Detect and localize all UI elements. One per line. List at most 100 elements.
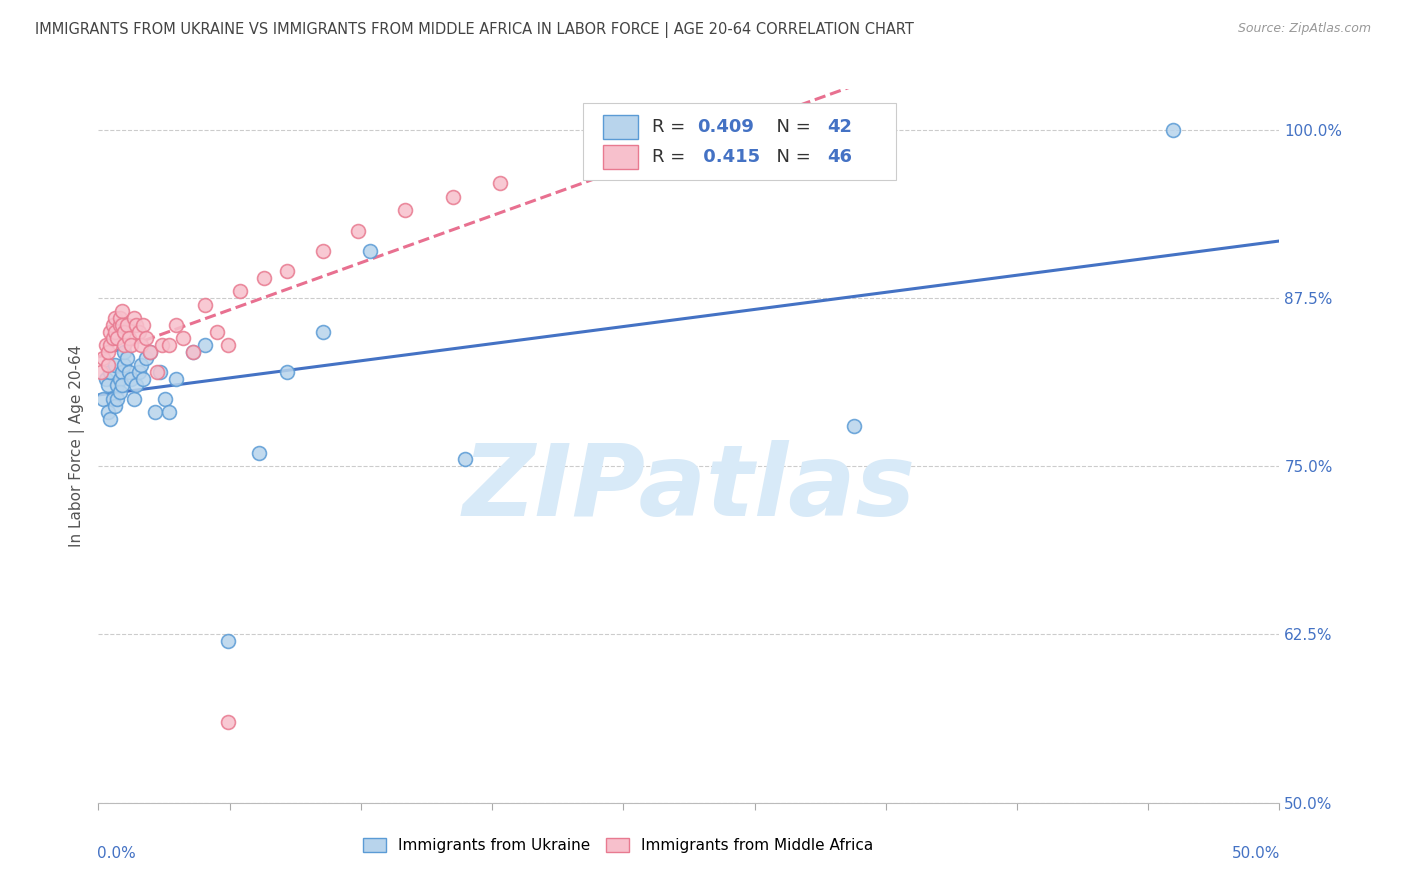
Text: IMMIGRANTS FROM UKRAINE VS IMMIGRANTS FROM MIDDLE AFRICA IN LABOR FORCE | AGE 20: IMMIGRANTS FROM UKRAINE VS IMMIGRANTS FR… — [35, 22, 914, 38]
Point — [112, 325, 135, 339]
Point — [146, 365, 169, 379]
Point — [108, 318, 131, 332]
Point — [101, 331, 124, 345]
Point — [112, 358, 135, 372]
Point — [217, 338, 239, 352]
Point — [129, 358, 152, 372]
Point — [125, 318, 148, 332]
Text: R =: R = — [652, 119, 692, 136]
FancyBboxPatch shape — [582, 103, 896, 180]
Text: Source: ZipAtlas.com: Source: ZipAtlas.com — [1237, 22, 1371, 36]
Point — [104, 325, 127, 339]
Point — [181, 344, 204, 359]
Point — [115, 351, 138, 366]
Text: N =: N = — [765, 119, 815, 136]
Point — [247, 446, 270, 460]
Point — [121, 338, 143, 352]
Point — [143, 405, 166, 419]
Text: 50.0%: 50.0% — [1232, 846, 1281, 861]
Point — [150, 338, 173, 352]
Point — [312, 325, 335, 339]
Text: 0.415: 0.415 — [697, 148, 761, 166]
Point — [1161, 122, 1184, 136]
Point — [194, 298, 217, 312]
Point — [172, 331, 194, 345]
Text: ZIPatlas: ZIPatlas — [463, 441, 915, 537]
Text: 42: 42 — [827, 119, 852, 136]
Point — [157, 338, 180, 352]
Point — [217, 714, 239, 729]
Point — [104, 311, 127, 326]
Point — [153, 392, 176, 406]
Point — [91, 392, 114, 406]
Point — [111, 365, 134, 379]
Point — [229, 284, 252, 298]
Point — [205, 325, 228, 339]
Point — [97, 358, 120, 372]
Point — [112, 344, 135, 359]
Point — [128, 365, 150, 379]
Point — [97, 405, 120, 419]
Point — [98, 365, 121, 379]
Point — [94, 372, 117, 386]
Text: 46: 46 — [827, 148, 852, 166]
Point — [97, 344, 120, 359]
Point — [104, 399, 127, 413]
Point — [129, 338, 152, 352]
Point — [108, 311, 131, 326]
Point — [149, 365, 172, 379]
Point — [118, 365, 141, 379]
Point — [453, 452, 475, 467]
Point — [312, 244, 335, 258]
Point — [98, 338, 121, 352]
Point — [105, 331, 128, 345]
Point — [132, 318, 155, 332]
Point — [91, 351, 114, 366]
Point — [217, 634, 239, 648]
Point — [139, 344, 162, 359]
Point — [98, 412, 121, 426]
Point — [347, 223, 370, 237]
FancyBboxPatch shape — [603, 145, 638, 169]
Text: 0.0%: 0.0% — [97, 846, 136, 861]
FancyBboxPatch shape — [603, 115, 638, 139]
Legend: Immigrants from Ukraine, Immigrants from Middle Africa: Immigrants from Ukraine, Immigrants from… — [357, 832, 879, 859]
Point — [181, 344, 204, 359]
Point — [108, 372, 131, 386]
Point — [135, 331, 157, 345]
Point — [125, 378, 148, 392]
Point — [139, 344, 162, 359]
Point — [253, 270, 276, 285]
Point — [111, 304, 134, 318]
Point — [122, 311, 145, 326]
Text: R =: R = — [652, 148, 692, 166]
Point — [108, 385, 131, 400]
Point — [121, 372, 143, 386]
Point — [94, 338, 117, 352]
Point — [165, 318, 187, 332]
Point — [101, 392, 124, 406]
Point — [122, 392, 145, 406]
Point — [132, 372, 155, 386]
Point — [276, 365, 298, 379]
Point — [115, 318, 138, 332]
Point — [135, 351, 157, 366]
Point — [105, 378, 128, 392]
Text: 0.409: 0.409 — [697, 119, 754, 136]
Point — [90, 365, 112, 379]
Text: N =: N = — [765, 148, 815, 166]
Point — [111, 318, 134, 332]
Point — [441, 190, 464, 204]
Point — [276, 264, 298, 278]
Point — [111, 378, 134, 392]
Point — [489, 177, 512, 191]
Point — [844, 418, 866, 433]
Point — [194, 338, 217, 352]
Point — [101, 318, 124, 332]
Point — [104, 358, 127, 372]
Point — [394, 203, 416, 218]
Point — [112, 338, 135, 352]
Y-axis label: In Labor Force | Age 20-64: In Labor Force | Age 20-64 — [69, 345, 84, 547]
Point — [359, 244, 381, 258]
Point — [105, 392, 128, 406]
